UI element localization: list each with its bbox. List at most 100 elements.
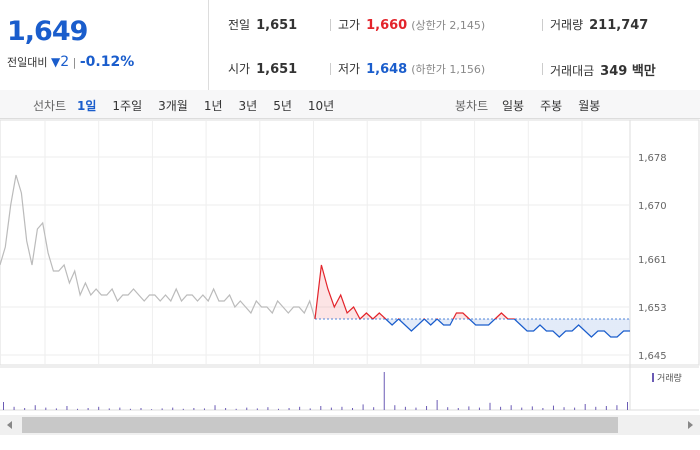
volume-bar xyxy=(98,406,100,410)
volume-bar xyxy=(627,402,628,410)
quote-header: 1,649 전일대비 ▼2 | -0.12% 전일 1,651 고가 1,660 (상한… xyxy=(0,0,700,91)
volume-bar xyxy=(510,405,512,410)
volume-bar xyxy=(489,402,491,410)
volume-bar xyxy=(246,407,248,410)
stat: 전일 1,651 xyxy=(228,16,297,33)
volume-bar xyxy=(595,406,597,410)
stat-label: 시가 xyxy=(228,62,251,76)
volume-bar xyxy=(330,407,332,410)
volume-bar xyxy=(34,405,36,410)
volume-bar xyxy=(256,408,258,410)
scroll-right[interactable] xyxy=(688,421,693,429)
volume-bar xyxy=(161,408,163,410)
volume-bar xyxy=(457,408,459,410)
volume-bar xyxy=(267,407,269,410)
stat-label: 거래량 xyxy=(550,18,584,32)
separator xyxy=(542,19,543,31)
stat-value: 349 백만 xyxy=(600,64,656,79)
volume-bar xyxy=(172,407,174,410)
volume-bar xyxy=(119,407,121,410)
volume-bar xyxy=(447,407,449,410)
volume-bar xyxy=(193,408,195,410)
volume-bar xyxy=(182,408,184,410)
stat-value: 1,651 xyxy=(256,18,298,33)
volume-bar xyxy=(77,408,79,410)
change-row: 전일대비 ▼2 | -0.12% xyxy=(7,54,135,70)
stat: 저가 1,648 (하한가 1,156) xyxy=(338,60,485,77)
separator xyxy=(542,63,543,75)
period-tab[interactable]: 10년 xyxy=(307,99,335,113)
volume-bar xyxy=(521,407,523,410)
volume-bar xyxy=(309,408,311,410)
stat-value: 1,648 xyxy=(366,62,408,77)
volume-bar xyxy=(341,406,343,410)
volume-bar xyxy=(563,407,565,410)
volume-bar xyxy=(542,408,544,410)
period-tab[interactable]: 3개월 xyxy=(158,99,188,113)
volume-bar xyxy=(151,409,153,410)
volume-bar xyxy=(87,408,89,410)
y-tick-label: 1,661 xyxy=(638,255,667,266)
volume-bar xyxy=(574,407,576,410)
volume-bar xyxy=(66,406,68,410)
volume-bar xyxy=(203,408,205,410)
stat-value: 1,651 xyxy=(256,62,298,77)
stat: 고가 1,660 (상한가 2,145) xyxy=(338,16,485,33)
tab-group-title: 선차트 xyxy=(33,99,67,113)
stat-label: 저가 xyxy=(338,62,361,76)
candle-tab[interactable]: 일봉 xyxy=(502,99,525,113)
volume-bar xyxy=(404,406,406,410)
tab-bar: 선차트 1일 1주일 3개월 1년 3년 5년 10년 봉차트 일봉 주봉 월봉 xyxy=(0,90,700,119)
stat-value: 1,660 xyxy=(366,18,408,33)
stat: 거래대금 349 백만 xyxy=(550,60,656,79)
scroll-left[interactable] xyxy=(7,421,12,429)
legend-label: 거래량 xyxy=(657,372,682,384)
candle-tab[interactable]: 주봉 xyxy=(540,99,563,113)
volume-bar xyxy=(129,408,131,410)
down-icon: ▼ xyxy=(50,55,61,69)
separator xyxy=(330,19,331,31)
period-tab[interactable]: 1일 xyxy=(77,99,97,113)
volume-bar xyxy=(352,408,354,410)
y-tick-label: 1,678 xyxy=(638,153,667,164)
stat-label: 고가 xyxy=(338,18,361,32)
period-tab[interactable]: 3년 xyxy=(238,99,258,113)
price-box: 1,649 전일대비 ▼2 | -0.12% xyxy=(0,0,209,90)
candle-tab[interactable]: 월봉 xyxy=(578,99,601,113)
stat: 시가 1,651 xyxy=(228,60,297,77)
period-tab[interactable]: 1주일 xyxy=(112,99,143,113)
stat: 거래량 211,747 xyxy=(550,16,648,33)
volume-bar xyxy=(3,402,4,410)
volume-bar xyxy=(373,407,375,410)
volume-bar xyxy=(500,406,502,410)
change: 2 xyxy=(60,54,70,70)
volume-bar xyxy=(225,408,227,410)
volume-bar xyxy=(108,408,110,410)
volume-bar xyxy=(288,408,290,410)
stat-label: 거래대금 xyxy=(550,64,595,78)
volume-bar xyxy=(24,408,26,410)
scrollbar-thumb[interactable] xyxy=(22,417,618,433)
period-tab[interactable]: 1년 xyxy=(203,99,223,113)
volume-bar xyxy=(320,406,322,410)
stat-extra: (상한가 2,145) xyxy=(411,19,486,32)
volume-bar xyxy=(552,405,554,410)
current-price: 1,649 xyxy=(7,16,88,47)
volume-bar xyxy=(383,372,385,410)
period-tab[interactable]: 5년 xyxy=(273,99,292,113)
volume-bar xyxy=(616,405,618,410)
volume-bar xyxy=(214,405,216,410)
volume-bar xyxy=(140,408,142,410)
volume-bar xyxy=(468,406,470,410)
lines xyxy=(0,174,630,338)
change-label: 전일대비 xyxy=(7,56,48,69)
volume-bar xyxy=(277,408,279,410)
price-line xyxy=(0,174,316,320)
volume-bar xyxy=(55,408,57,410)
price-line xyxy=(314,264,630,338)
stat-extra: (하한가 1,156) xyxy=(411,63,486,76)
volume-bar xyxy=(531,406,533,410)
y-tick-label: 1,653 xyxy=(638,303,667,314)
